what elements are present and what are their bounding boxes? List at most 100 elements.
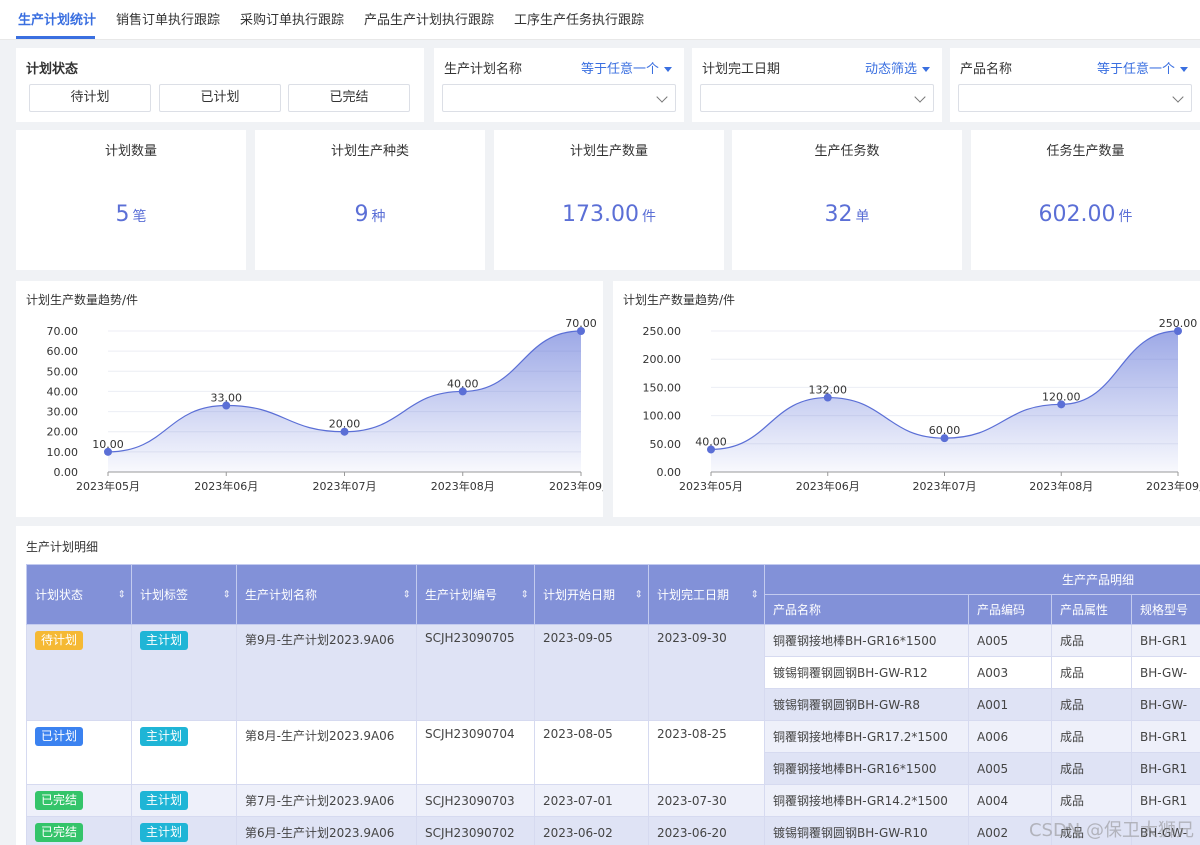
product-name-operator-label: 等于任意一个	[1096, 62, 1175, 77]
plan-status-filter: 计划状态 待计划 已计划 已完结	[16, 48, 424, 122]
cell-product-attr: 成品	[1051, 720, 1132, 753]
cell-status: 已完结	[26, 784, 132, 817]
chart-title: 计划生产数量趋势/件	[623, 293, 736, 307]
cell-start-date: 2023-09-05	[534, 624, 649, 721]
cell-plan-code: SCJH23090705	[416, 624, 535, 721]
cell-product-attr: 成品	[1051, 816, 1132, 845]
tag-badge: 主计划	[140, 791, 189, 810]
stat-card-task-quantity: 任务生产数量 602.00 件	[971, 130, 1200, 270]
product-name-operator-select[interactable]: 等于任意一个	[1097, 58, 1188, 77]
header-product-attr: 产品属性	[1051, 594, 1132, 625]
data-point	[823, 393, 832, 402]
plan-status-filter-title: 计划状态	[26, 62, 79, 77]
plan-name-filter-title: 生产计划名称	[444, 62, 523, 77]
tab-process-task-tracking[interactable]: 工序生产任务执行跟踪	[514, 13, 645, 28]
finish-date-dropdown[interactable]	[700, 84, 934, 112]
header-start-date[interactable]: 计划开始日期	[534, 564, 649, 625]
y-tick-label: 100.00	[643, 410, 682, 423]
stat-label: 计划生产数量	[569, 144, 648, 159]
x-tick-label: 2023年05月	[76, 479, 140, 493]
chart-left-svg: 0.00 10.00 20.00 30.00 40.00 50.00 60.00 70.00 1…	[47, 317, 604, 493]
tab-product-plan-tracking[interactable]: 产品生产计划执行跟踪	[364, 13, 495, 28]
data-label: 40.00	[447, 377, 479, 390]
header-finish-date[interactable]: 计划完工日期	[648, 564, 765, 625]
cell-spec: BH-GR1	[1130, 720, 1200, 753]
tag-badge: 主计划	[140, 823, 189, 842]
cell-product-attr: 成品	[1051, 784, 1132, 817]
finish-date-filter-title: 计划完工日期	[702, 62, 781, 77]
cell-start-date: 2023-08-05	[534, 720, 649, 785]
data-point	[940, 434, 949, 443]
stat-value: 602.00 件	[1038, 202, 1133, 227]
cell-plan-name: 第9月-生产计划2023.9A06	[236, 624, 417, 721]
header-plan-name[interactable]: 生产计划名称	[236, 564, 417, 625]
plan-name-operator-label: 等于任意一个	[580, 62, 659, 77]
stat-label: 计划生产种类	[330, 144, 409, 159]
cell-product-name: 镀锡铜覆钢圆钢BH-GW-R12	[764, 656, 969, 689]
x-tick-label: 2023年07月	[313, 479, 377, 493]
cell-plan-code: SCJH23090702	[416, 816, 535, 845]
header-spec: 规格型号	[1130, 594, 1200, 625]
cell-plan-name: 第8月-生产计划2023.9A06	[236, 720, 417, 785]
x-tick-label: 2023年06月	[194, 479, 258, 493]
data-point	[1057, 400, 1066, 409]
cell-finish-date: 2023-09-30	[648, 624, 765, 721]
stat-value: 32 单	[824, 202, 870, 227]
data-label: 10.00	[92, 438, 124, 451]
cell-tag: 主计划	[131, 784, 237, 817]
cell-product-attr: 成品	[1051, 752, 1132, 785]
table-row: 已完结 主计划 第6月-生产计划2023.9A06 SCJH23090702 2…	[26, 816, 1200, 845]
stat-label: 计划数量	[104, 144, 157, 159]
cell-start-date: 2023-06-02	[534, 816, 649, 845]
y-tick-label: 200.00	[643, 353, 682, 366]
data-label: 132.00	[809, 384, 848, 397]
chart-title: 计划生产数量趋势/件	[26, 293, 139, 307]
y-tick-label: 60.00	[47, 345, 79, 358]
caret-down-icon	[922, 67, 930, 72]
cell-product-name: 铜覆钢接地棒BH-GR14.2*1500	[764, 784, 969, 817]
cell-status: 已计划	[26, 720, 132, 785]
header-product-name: 产品名称	[764, 594, 969, 625]
status-pending-button[interactable]: 待计划	[29, 84, 151, 112]
plan-name-operator-select[interactable]: 等于任意一个	[581, 58, 672, 77]
product-name-dropdown[interactable]	[958, 84, 1192, 112]
x-tick-label: 2023年09月	[549, 479, 603, 493]
status-completed-button[interactable]: 已完结	[288, 84, 410, 112]
x-tick-label: 2023年07月	[913, 479, 977, 493]
header-plan-code[interactable]: 生产计划编号	[416, 564, 535, 625]
trend-chart-right: 计划生产数量趋势/件 0.00 50.00 100.00 150.00 200.00 25…	[613, 281, 1200, 517]
finish-date-operator-select[interactable]: 动态筛选	[865, 58, 930, 77]
cell-status: 待计划	[26, 624, 132, 721]
cell-spec: BH-GW-	[1130, 816, 1200, 845]
cell-product-name: 铜覆钢接地棒BH-GR16*1500	[764, 624, 969, 657]
tag-badge: 主计划	[140, 631, 189, 650]
y-tick-label: 0.00	[54, 466, 79, 479]
data-point	[1174, 327, 1182, 335]
stat-card-planned-quantity: 计划生产数量 173.00 件	[494, 130, 724, 270]
cell-product-name: 镀锡铜覆钢圆钢BH-GW-R10	[764, 816, 969, 845]
header-plan-status[interactable]: 计划状态	[26, 564, 132, 625]
cell-spec: BH-GR1	[1130, 624, 1200, 657]
header-plan-tag[interactable]: 计划标签	[131, 564, 237, 625]
tab-purchase-order-tracking[interactable]: 采购订单执行跟踪	[240, 13, 345, 28]
report-tabs: 生产计划统计 销售订单执行跟踪 采购订单执行跟踪 产品生产计划执行跟踪 工序生产…	[0, 0, 1200, 40]
data-point	[577, 327, 585, 335]
table-row: 待计划 主计划 第9月-生产计划2023.9A06 SCJH23090705 2…	[26, 624, 1200, 721]
data-point	[458, 387, 467, 396]
stat-label: 生产任务数	[814, 144, 880, 159]
chart-right-svg: 0.00 50.00 100.00 150.00 200.00 250.00 40.00 20…	[643, 317, 1200, 493]
caret-down-icon	[664, 67, 672, 72]
tab-sales-order-tracking[interactable]: 销售订单执行跟踪	[116, 13, 221, 28]
cell-product-attr: 成品	[1051, 656, 1132, 689]
cell-start-date: 2023-07-01	[534, 784, 649, 817]
cell-tag: 主计划	[131, 816, 237, 845]
cell-product-name: 铜覆钢接地棒BH-GR16*1500	[764, 752, 969, 785]
x-tick-label: 2023年06月	[796, 479, 860, 493]
cell-product-code: A001	[968, 688, 1052, 721]
table-title: 生产计划明细	[26, 540, 99, 554]
plan-name-dropdown[interactable]	[442, 84, 676, 112]
status-planned-button[interactable]: 已计划	[159, 84, 281, 112]
tab-plan-statistics[interactable]: 生产计划统计	[18, 13, 97, 28]
cell-product-code: A005	[968, 624, 1052, 657]
